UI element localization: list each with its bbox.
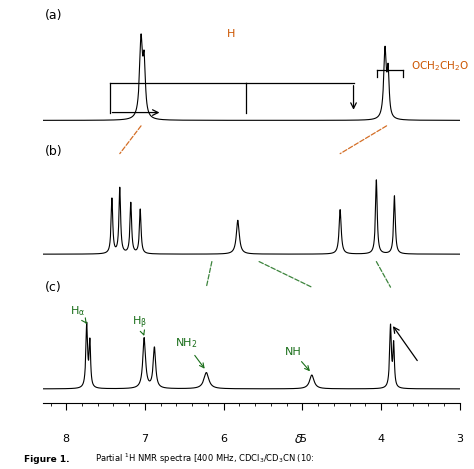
Text: (b): (b) [45, 145, 63, 158]
Text: δ: δ [295, 433, 302, 446]
Text: OCH$_2$CH$_2$O: OCH$_2$CH$_2$O [411, 60, 469, 74]
Text: Figure 1.: Figure 1. [24, 455, 69, 464]
Text: NH: NH [284, 347, 309, 371]
Text: (a): (a) [45, 9, 62, 22]
Text: NH$_2$: NH$_2$ [174, 337, 204, 368]
Text: (c): (c) [45, 281, 62, 294]
Text: H: H [228, 30, 236, 39]
Text: Partial $^1$H NMR spectra [400 MHz, CDCl$_3$/CD$_3$CN (10:: Partial $^1$H NMR spectra [400 MHz, CDCl… [95, 452, 314, 466]
Text: H$_\mathregular{\beta}$: H$_\mathregular{\beta}$ [132, 315, 147, 335]
Text: H$_\mathregular{\alpha}$: H$_\mathregular{\alpha}$ [70, 304, 86, 323]
